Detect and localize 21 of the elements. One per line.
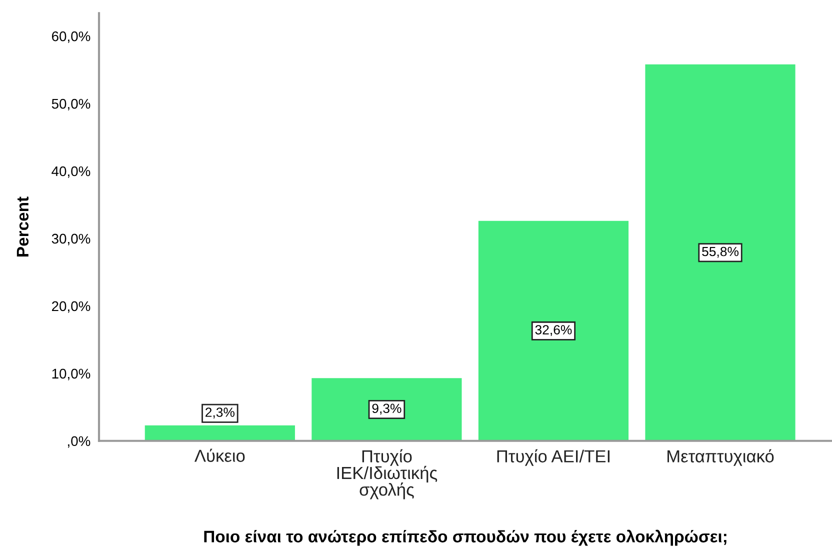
data-label: 2,3%: [206, 408, 234, 418]
data-label: 32,6%: [535, 325, 572, 336]
y-tick-label: 40,0%: [52, 166, 90, 178]
y-tick-label: 30,0%: [52, 234, 90, 246]
x-tick-label: Πτυχίο ΑΕΙ/ΤΕΙ: [497, 449, 610, 466]
bar: [312, 378, 462, 441]
x-tick-label: Πτυχίο ΙΕΚ/Ιδιωτικής σχολής: [337, 449, 438, 500]
bar: [645, 64, 796, 441]
y-tick-label: 60,0%: [52, 31, 90, 43]
y-tick-label: 20,0%: [52, 301, 90, 313]
x-axis-title: Ποιο είναι το ανώτερο επίπεδο σπουδών που έχετε ολοκληρώσει;: [204, 530, 726, 546]
y-tick-label: ,0%: [68, 436, 90, 448]
y-tick-label: 10,0%: [52, 368, 90, 380]
x-tick-label: Λύκειο: [194, 448, 245, 462]
data-label: 55,8%: [702, 246, 738, 258]
bar: [144, 425, 295, 441]
x-tick-label: Μεταπτυχιακό: [668, 449, 774, 466]
y-axis-title: Percent: [16, 196, 29, 256]
bar: [478, 220, 629, 441]
data-label: 9,3%: [372, 404, 402, 415]
y-tick-label: 50,0%: [52, 98, 90, 110]
